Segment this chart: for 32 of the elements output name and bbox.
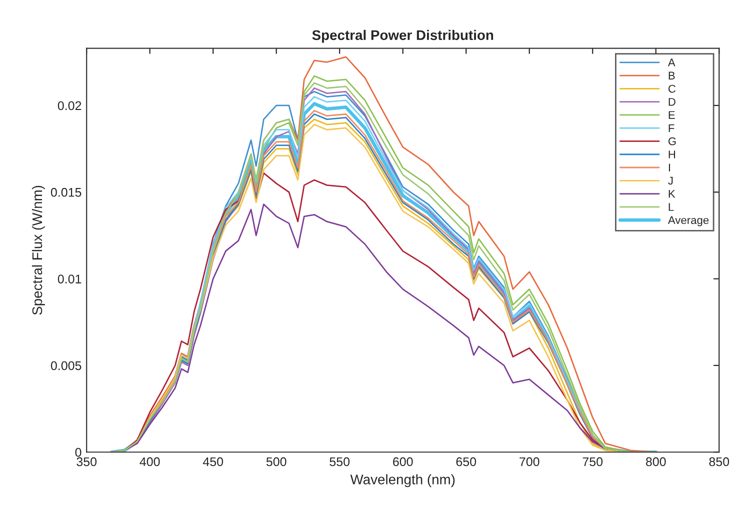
legend-label: A: [668, 58, 676, 66]
x-tick-label: 450: [202, 457, 224, 466]
y-tick-label: 0.01: [58, 274, 82, 284]
x-tick-label: 350: [76, 457, 97, 466]
x-tick-label: 650: [456, 457, 476, 466]
x-tick-label: 800: [646, 457, 666, 466]
x-tick-label: 700: [520, 457, 540, 466]
legend-label: B: [668, 72, 675, 80]
legend-label: L: [668, 203, 674, 211]
legend-label: J: [668, 176, 673, 185]
x-tick-label: 400: [140, 457, 160, 466]
x-tick-label: 600: [393, 457, 413, 466]
legend-label: G: [668, 137, 676, 146]
legend-label: Average: [668, 216, 709, 226]
chart-title: Spectral Power Distribution: [312, 30, 494, 43]
x-tick-label: 550: [330, 457, 350, 466]
y-tick-label: 0.005: [50, 361, 82, 370]
x-tick-label: 500: [266, 457, 286, 466]
legend-label: H: [668, 150, 676, 158]
legend-label: C: [668, 84, 676, 93]
x-axis-title: Wavelength (nm): [350, 474, 455, 488]
legend-label: K: [668, 190, 676, 198]
legend-label: F: [668, 124, 674, 132]
y-tick-label: 0.02: [58, 101, 82, 110]
y-axis-title: Spectral Flux (W/nm): [32, 186, 45, 315]
legend-label: E: [668, 111, 675, 119]
legend-label: D: [668, 98, 676, 106]
x-tick-label: 750: [582, 457, 603, 466]
y-tick-label: 0: [75, 448, 82, 457]
y-tick-label: 0.015: [50, 188, 82, 197]
legend-label: I: [668, 164, 670, 172]
x-tick-label: 850: [709, 457, 730, 466]
